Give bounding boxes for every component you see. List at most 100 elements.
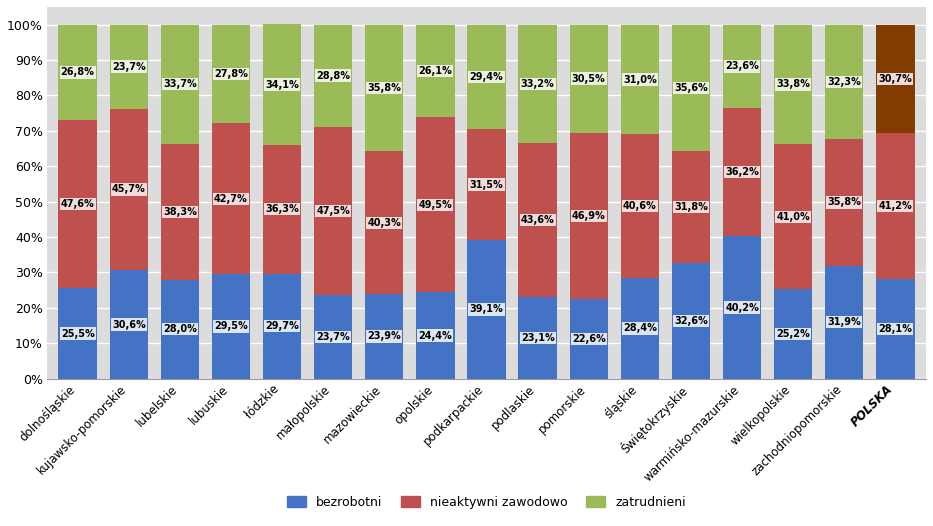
Bar <box>212 123 250 274</box>
Bar <box>825 25 863 139</box>
Bar <box>160 25 199 144</box>
Text: 28,1%: 28,1% <box>879 324 912 334</box>
Bar <box>774 25 813 144</box>
Text: 36,2%: 36,2% <box>725 167 759 177</box>
Text: 23,7%: 23,7% <box>316 332 350 342</box>
Legend: bezrobotni, nieaktywni zawodowo, zatrudnieni: bezrobotni, nieaktywni zawodowo, zatrudn… <box>283 491 690 514</box>
Bar <box>160 144 199 280</box>
Text: 22,6%: 22,6% <box>572 333 606 343</box>
Text: 25,2%: 25,2% <box>776 329 810 339</box>
Text: 28,4%: 28,4% <box>623 323 657 333</box>
Text: 30,7%: 30,7% <box>879 74 912 84</box>
Text: 47,5%: 47,5% <box>316 206 350 216</box>
Text: 31,9%: 31,9% <box>828 317 861 327</box>
Bar <box>212 274 250 379</box>
Bar <box>59 25 97 120</box>
Text: 40,6%: 40,6% <box>623 201 657 211</box>
Bar <box>416 25 454 117</box>
Bar <box>263 145 301 274</box>
Text: 34,1%: 34,1% <box>265 79 299 89</box>
Bar <box>519 297 557 379</box>
Bar <box>825 139 863 266</box>
Text: 29,4%: 29,4% <box>469 72 504 82</box>
Bar <box>876 25 914 134</box>
Bar <box>109 108 148 270</box>
Bar <box>416 292 454 379</box>
Bar <box>569 133 608 299</box>
Text: 33,7%: 33,7% <box>163 79 197 89</box>
Text: 23,7%: 23,7% <box>112 62 146 72</box>
Text: 42,7%: 42,7% <box>214 194 248 204</box>
Bar <box>263 274 301 379</box>
Text: 29,7%: 29,7% <box>265 321 299 331</box>
Bar <box>774 144 813 289</box>
Text: 25,5%: 25,5% <box>61 329 94 339</box>
Bar <box>825 266 863 379</box>
Bar <box>723 108 761 236</box>
Bar <box>723 236 761 379</box>
Bar <box>876 279 914 379</box>
Text: 46,9%: 46,9% <box>572 211 606 221</box>
Text: 35,6%: 35,6% <box>674 83 708 93</box>
Bar <box>620 25 659 135</box>
Text: 40,3%: 40,3% <box>368 218 401 228</box>
Bar <box>59 288 97 379</box>
Bar <box>467 129 506 240</box>
Text: 31,0%: 31,0% <box>623 75 657 85</box>
Text: 43,6%: 43,6% <box>521 215 554 225</box>
Text: 49,5%: 49,5% <box>419 200 453 210</box>
Text: 23,6%: 23,6% <box>725 62 759 72</box>
Bar <box>620 278 659 379</box>
Text: 33,2%: 33,2% <box>521 79 554 89</box>
Text: 24,4%: 24,4% <box>419 330 453 340</box>
Bar <box>672 25 710 150</box>
Bar <box>876 134 914 279</box>
Text: 28,0%: 28,0% <box>163 324 197 334</box>
Text: 41,2%: 41,2% <box>879 201 912 211</box>
Text: 28,8%: 28,8% <box>316 70 350 80</box>
Bar <box>467 240 506 379</box>
Text: 26,1%: 26,1% <box>419 66 453 76</box>
Text: 40,2%: 40,2% <box>725 302 759 312</box>
Bar <box>672 264 710 379</box>
Text: 29,5%: 29,5% <box>214 321 248 331</box>
Text: 31,8%: 31,8% <box>674 202 708 212</box>
Bar <box>59 120 97 288</box>
Text: 38,3%: 38,3% <box>163 207 197 217</box>
Bar <box>569 299 608 379</box>
Bar <box>365 151 403 294</box>
Bar <box>416 117 454 292</box>
Bar <box>723 25 761 108</box>
Bar <box>212 25 250 123</box>
Bar <box>519 143 557 297</box>
Bar <box>314 295 353 379</box>
Text: 26,8%: 26,8% <box>61 67 94 77</box>
Text: 31,5%: 31,5% <box>469 179 504 189</box>
Bar <box>160 280 199 379</box>
Bar <box>774 289 813 379</box>
Text: 30,5%: 30,5% <box>572 74 606 84</box>
Bar <box>620 135 659 278</box>
Text: 47,6%: 47,6% <box>61 199 94 209</box>
Text: 33,8%: 33,8% <box>776 79 810 89</box>
Bar <box>109 25 148 108</box>
Bar <box>263 24 301 145</box>
Text: 30,6%: 30,6% <box>112 320 146 330</box>
Text: 32,3%: 32,3% <box>828 77 861 87</box>
Bar <box>467 25 506 129</box>
Bar <box>365 25 403 151</box>
Bar <box>314 25 353 127</box>
Bar <box>519 25 557 143</box>
Bar <box>365 294 403 379</box>
Bar <box>109 270 148 379</box>
Text: 23,1%: 23,1% <box>521 333 554 343</box>
Text: 35,8%: 35,8% <box>828 197 861 207</box>
Text: 23,9%: 23,9% <box>368 331 401 341</box>
Text: 39,1%: 39,1% <box>469 305 504 315</box>
Bar <box>672 150 710 264</box>
Bar <box>569 25 608 133</box>
Text: 41,0%: 41,0% <box>776 212 810 222</box>
Bar <box>314 127 353 295</box>
Text: 36,3%: 36,3% <box>265 204 299 214</box>
Text: 45,7%: 45,7% <box>112 185 146 195</box>
